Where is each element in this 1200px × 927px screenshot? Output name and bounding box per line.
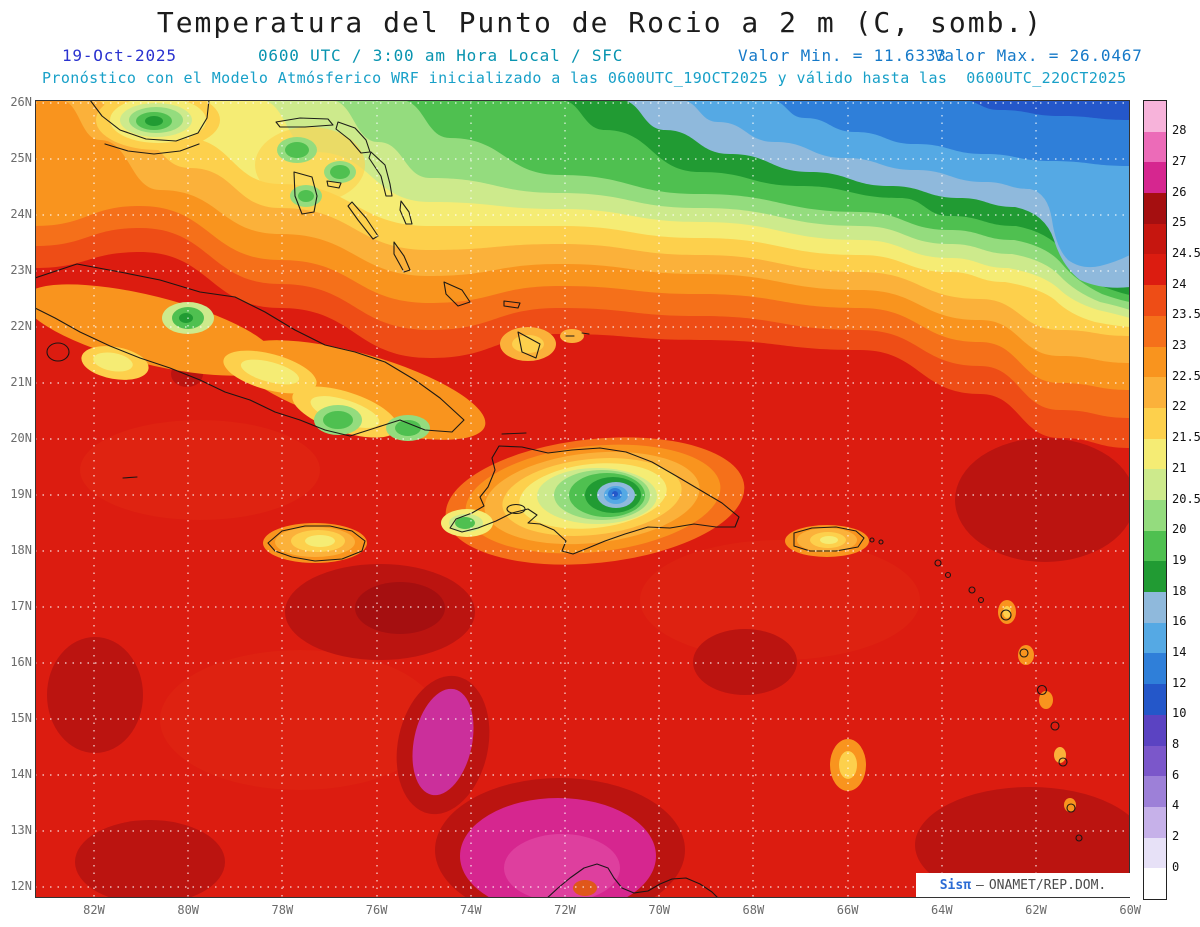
colorbar-segment [1144,561,1166,593]
colorbar-tick-label: 16 [1172,614,1187,629]
colorbar-segment [1144,407,1166,439]
colorbar-tick-label: 22.5 [1172,368,1200,383]
colorbar [1143,100,1167,900]
y-axis-tick-label: 23N [10,263,32,277]
colorbar-tick-label: 23 [1172,338,1187,353]
colorbar-segment [1144,745,1166,777]
colorbar-segment [1144,285,1166,316]
x-axis-tick-label: 74W [459,903,482,917]
y-axis-tick-label: 26N [10,95,32,109]
colorbar-segment [1144,469,1166,500]
colorbar-tick-label: 24.5 [1172,245,1200,260]
value-max-label: Valor Max. = 26.0467 [934,46,1143,65]
model-forecast-line: Pronóstico con el Modelo Atmósferico WRF… [42,69,1127,87]
x-axis-tick-label: 70W [648,903,671,917]
y-axis-tick-label: 14N [10,767,32,781]
colorbar-segment [1144,438,1166,470]
colorbar-segment [1144,377,1166,408]
colorbar-tick-label: 26 [1172,184,1187,199]
colorbar-segment [1144,653,1166,685]
colorbar-segment [1144,223,1166,255]
colorbar-tick-label: 6 [1172,767,1180,782]
x-axis-tick-label: 80W [177,903,200,917]
y-axis-tick-label: 12N [10,879,32,893]
dewpoint-map [35,100,1130,898]
y-axis-tick-label: 19N [10,487,32,501]
colorbar-tick-label: 12 [1172,675,1187,690]
colorbar-tick-label: 27 [1172,153,1187,168]
page-title: Temperatura del Punto de Rocio a 2 m (C,… [156,6,1044,39]
colorbar-tick-label: 28 [1172,123,1187,138]
watermark: Sisπ — ONAMET/REP.DOM. [916,873,1130,897]
colorbar-tick-label: 0 [1172,859,1180,874]
colorbar-segment [1144,254,1166,286]
coastlines [35,100,1083,898]
colorbar-segment [1144,837,1166,869]
colorbar-segment [1144,162,1166,194]
colorbar-tick-label: 14 [1172,644,1187,659]
x-axis-tick-label: 82W [83,903,105,917]
colorbar-tick-label: 19 [1172,552,1187,567]
x-axis-tick-label: 62W [1025,903,1047,917]
colorbar-tick-label: 4 [1172,798,1180,813]
value-min-label: Valor Min. = 11.6333 [738,46,947,65]
colorbar-tick-label: 21.5 [1172,430,1200,445]
x-axis-tick-label: 64W [930,903,953,917]
colorbar-segment [1144,592,1166,623]
y-axis-tick-label: 20N [10,431,32,445]
colorbar-tick-label: 23.5 [1172,307,1200,322]
y-axis-tick-label: 15N [10,711,32,725]
watermark-brand: Sisπ [939,877,972,893]
colorbar-segment [1144,622,1166,654]
x-axis-tick-label: 78W [271,903,294,917]
colorbar-segment [1144,346,1166,378]
colorbar-tick-label: 21 [1172,460,1187,475]
colorbar-tick-label: 24 [1172,276,1187,291]
colorbar-segment [1144,315,1166,347]
y-axis-tick-label: 24N [10,207,32,221]
forecast-time-info: 0600 UTC / 3:00 am Hora Local / SFC [258,46,624,65]
x-axis-tick-label: 60W [1119,903,1142,917]
y-axis-tick-label: 22N [10,319,32,333]
colorbar-segment [1144,101,1166,132]
colorbar-tick-label: 2 [1172,829,1180,844]
x-axis-tick-label: 68W [742,903,765,917]
colorbar-segment [1144,684,1166,715]
watermark-separator: — [976,877,984,893]
x-axis-tick-label: 66W [836,903,859,917]
forecast-date: 19-Oct-2025 [62,46,177,65]
colorbar-tick-label: 20 [1172,522,1187,537]
colorbar-segment [1144,500,1166,531]
colorbar-segment [1144,868,1166,899]
colorbar-segment [1144,776,1166,807]
y-axis-tick-label: 16N [10,655,32,669]
colorbar-tick-label: 10 [1172,706,1187,721]
y-axis-tick-label: 17N [10,599,32,613]
y-axis-tick-label: 13N [10,823,32,837]
colorbar-tick-label: 22 [1172,399,1187,414]
y-axis-tick-label: 18N [10,543,32,557]
y-axis-tick-label: 25N [10,151,32,165]
colorbar-segment [1144,806,1166,838]
x-axis-tick-label: 72W [554,903,576,917]
colorbar-tick-label: 8 [1172,737,1180,752]
graticule [35,100,1130,898]
colorbar-tick-label: 18 [1172,583,1187,598]
colorbar-segment [1144,193,1166,224]
x-axis-tick-label: 76W [365,903,388,917]
colorbar-segment [1144,714,1166,746]
colorbar-segment [1144,530,1166,562]
y-axis-tick-label: 21N [10,375,32,389]
colorbar-tick-label: 25 [1172,215,1187,230]
colorbar-tick-label: 20.5 [1172,491,1200,506]
watermark-org: ONAMET/REP.DOM. [988,877,1107,893]
colorbar-segment [1144,131,1166,163]
